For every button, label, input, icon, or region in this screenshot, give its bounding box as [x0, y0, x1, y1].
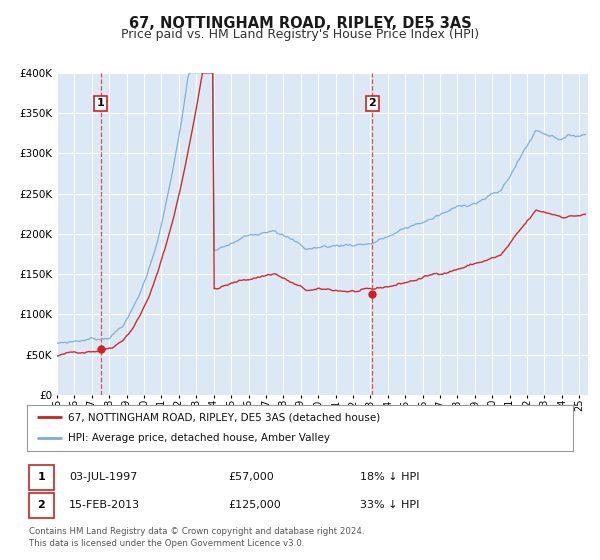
Text: HPI: Average price, detached house, Amber Valley: HPI: Average price, detached house, Ambe…: [68, 433, 330, 444]
Text: This data is licensed under the Open Government Licence v3.0.: This data is licensed under the Open Gov…: [29, 539, 304, 548]
Text: 67, NOTTINGHAM ROAD, RIPLEY, DE5 3AS: 67, NOTTINGHAM ROAD, RIPLEY, DE5 3AS: [128, 16, 472, 31]
Text: 03-JUL-1997: 03-JUL-1997: [69, 472, 137, 482]
Text: £57,000: £57,000: [228, 472, 274, 482]
Text: 1: 1: [38, 472, 45, 482]
Text: 33% ↓ HPI: 33% ↓ HPI: [360, 500, 419, 510]
Text: Contains HM Land Registry data © Crown copyright and database right 2024.: Contains HM Land Registry data © Crown c…: [29, 528, 364, 536]
Text: 18% ↓ HPI: 18% ↓ HPI: [360, 472, 419, 482]
Text: 2: 2: [368, 99, 376, 109]
Text: Price paid vs. HM Land Registry's House Price Index (HPI): Price paid vs. HM Land Registry's House …: [121, 28, 479, 41]
Text: 67, NOTTINGHAM ROAD, RIPLEY, DE5 3AS (detached house): 67, NOTTINGHAM ROAD, RIPLEY, DE5 3AS (de…: [68, 412, 380, 422]
Text: £125,000: £125,000: [228, 500, 281, 510]
Text: 1: 1: [97, 99, 104, 109]
Text: 2: 2: [38, 500, 45, 510]
Text: 15-FEB-2013: 15-FEB-2013: [69, 500, 140, 510]
